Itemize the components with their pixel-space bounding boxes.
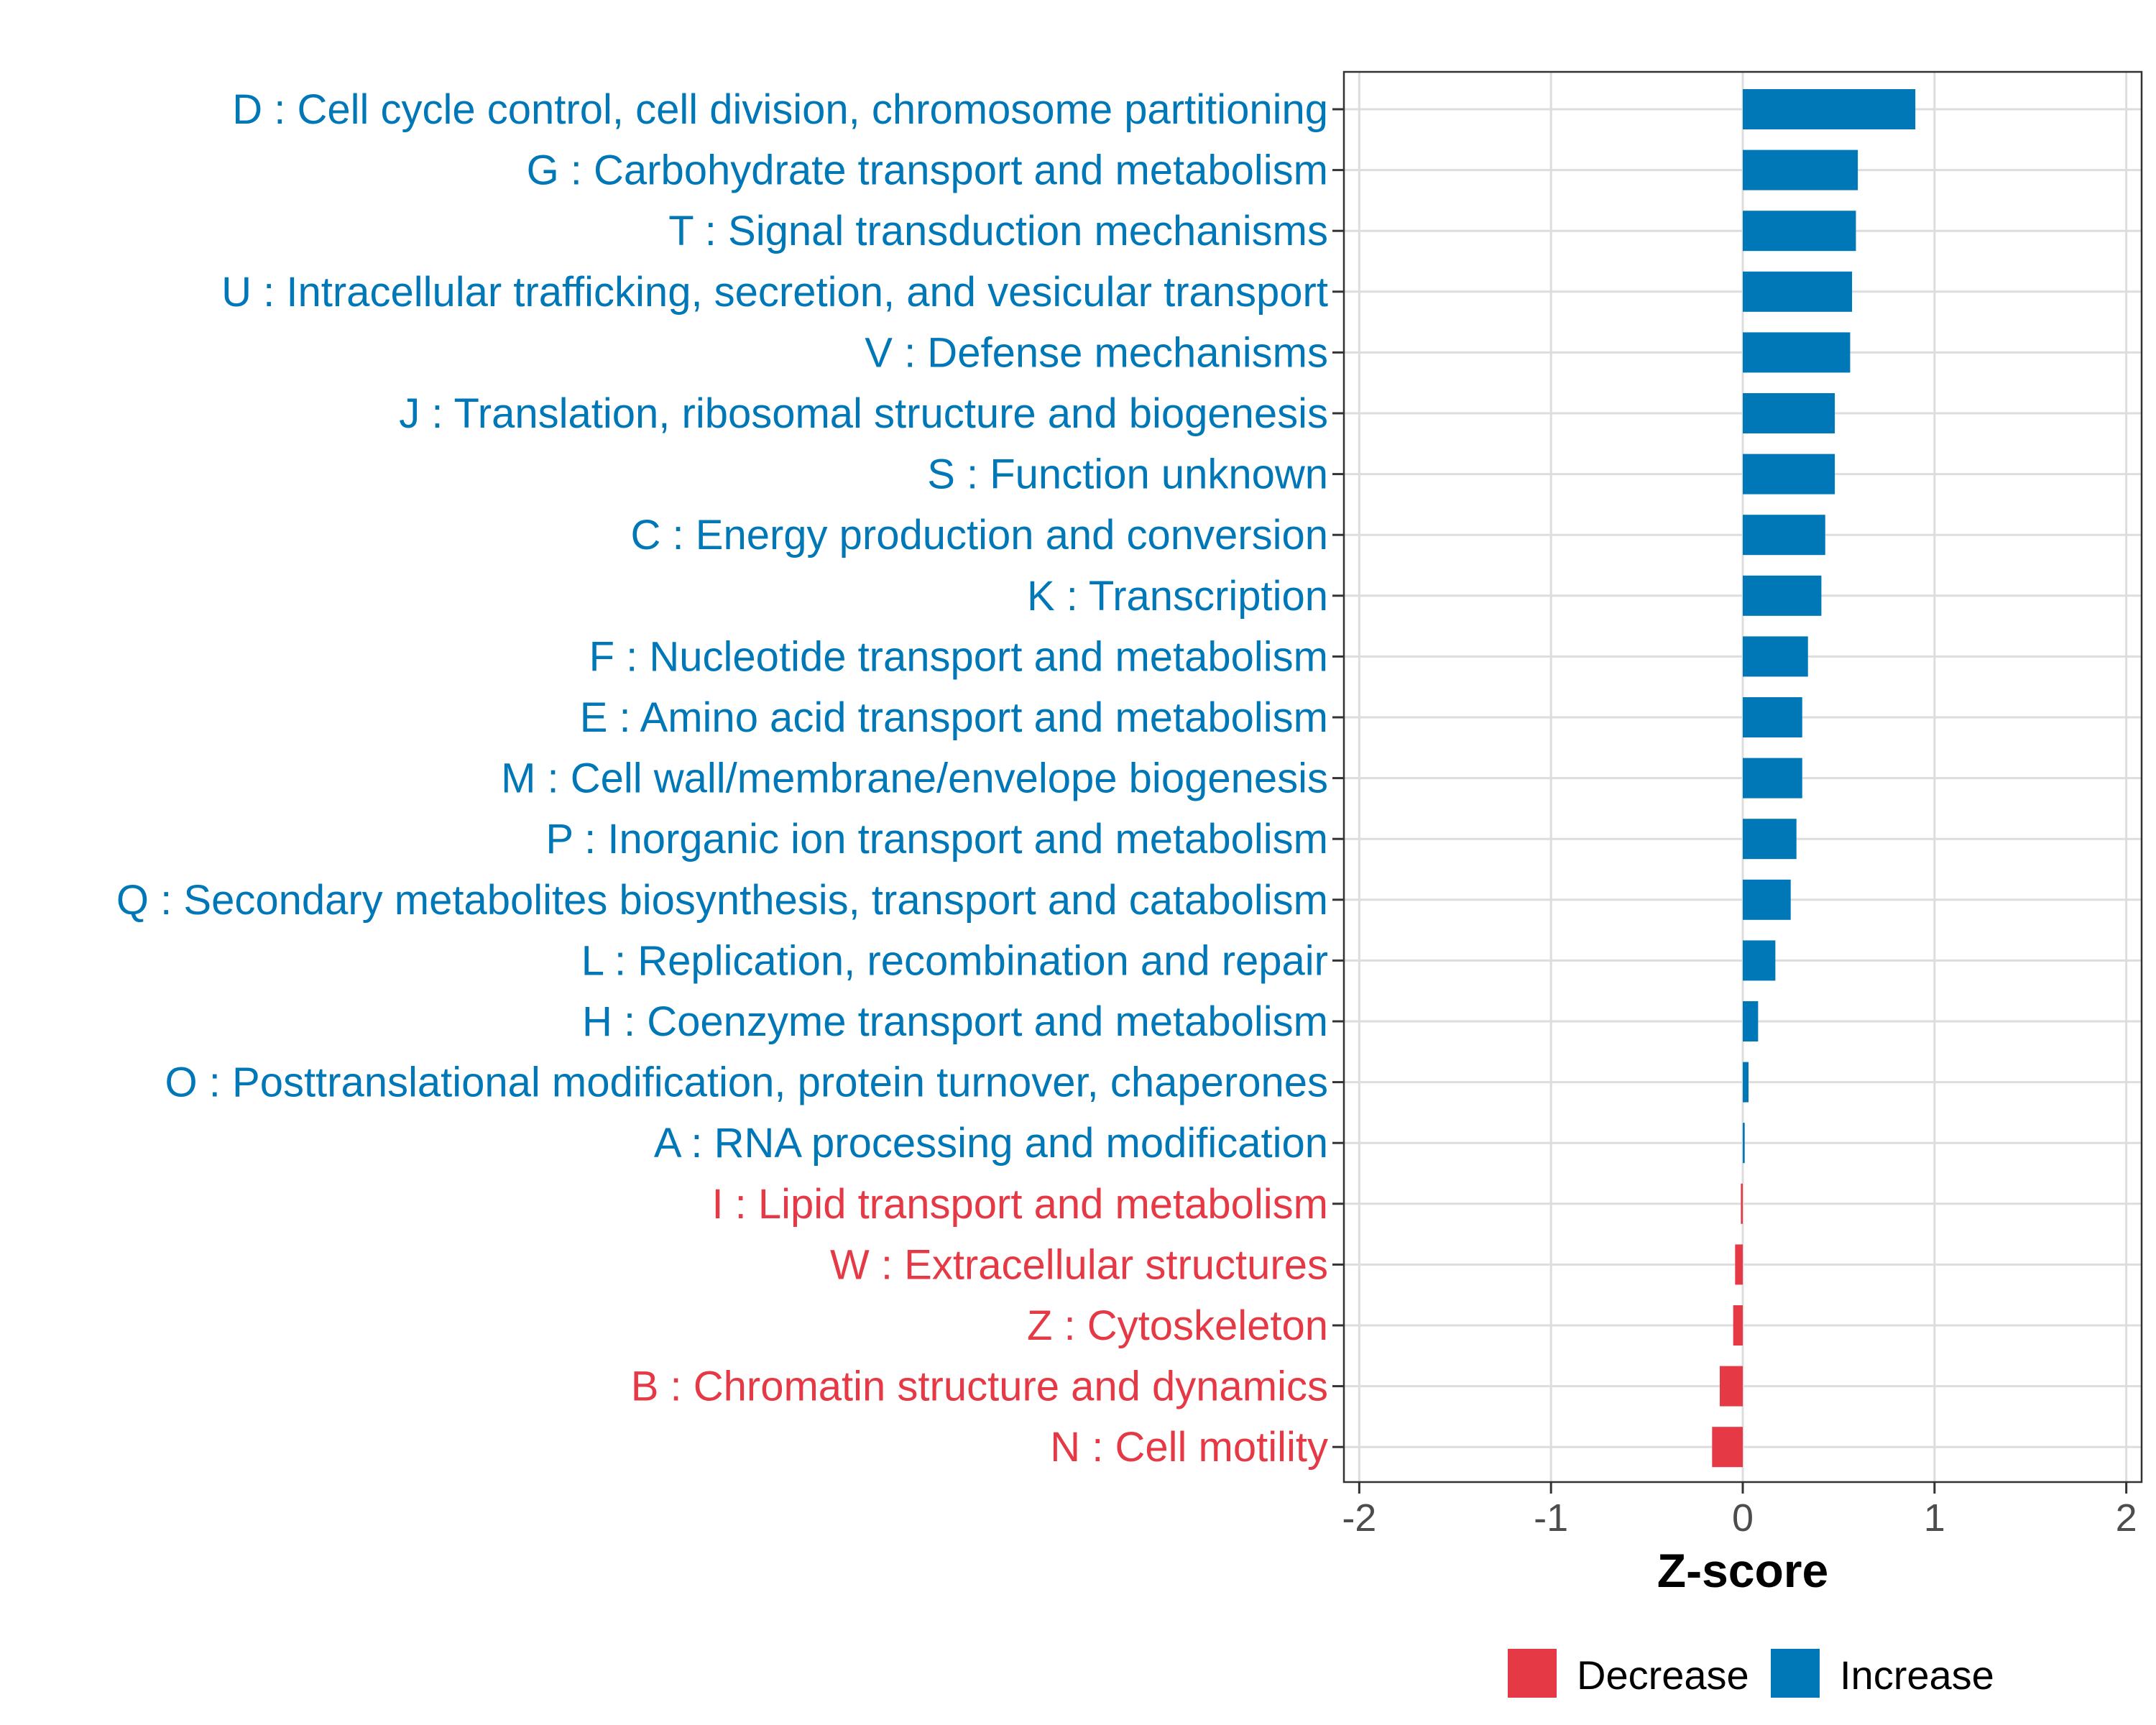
bar xyxy=(1743,636,1808,677)
legend: Decrease Increase xyxy=(1508,1649,1994,1698)
x-axis-labels: -2 -1 0 1 2 xyxy=(1342,1496,2137,1540)
bar xyxy=(1735,1244,1743,1285)
category-label: H : Coenzyme transport and metabolism xyxy=(582,998,1328,1045)
legend-key-increase xyxy=(1771,1649,1820,1698)
y-axis-ticks xyxy=(1332,108,1344,1448)
x-tick-label: 2 xyxy=(2116,1496,2137,1540)
legend-label-decrease: Decrease xyxy=(1577,1652,1749,1698)
bar xyxy=(1743,515,1825,556)
bars xyxy=(1712,89,1916,1468)
bar xyxy=(1743,1123,1745,1164)
category-label: C : Energy production and conversion xyxy=(631,512,1328,558)
category-label: Z : Cytoskeleton xyxy=(1027,1302,1328,1349)
y-axis-labels: D : Cell cycle control, cell division, c… xyxy=(116,86,1328,1471)
category-label: K : Transcription xyxy=(1027,573,1328,620)
category-label: G : Carbohydrate transport and metabolis… xyxy=(527,147,1328,194)
x-axis-ticks xyxy=(1358,1482,2128,1494)
bar xyxy=(1743,454,1835,494)
category-label: E : Amino acid transport and metabolism xyxy=(580,694,1328,741)
category-label: S : Function unknown xyxy=(927,451,1328,498)
bar xyxy=(1743,393,1835,433)
bar xyxy=(1743,575,1822,616)
category-label: N : Cell motility xyxy=(1050,1424,1328,1471)
bar xyxy=(1733,1305,1743,1346)
bar xyxy=(1743,89,1916,129)
x-axis-title: Z-score xyxy=(1657,1544,1828,1597)
category-label: F : Nucleotide transport and metabolism xyxy=(589,633,1328,680)
x-tick-label: -1 xyxy=(1534,1496,1568,1540)
category-label: L : Replication, recombination and repai… xyxy=(581,937,1328,984)
category-label: P : Inorganic ion transport and metaboli… xyxy=(545,816,1328,862)
bar xyxy=(1743,211,1856,252)
category-label: J : Translation, ribosomal structure and… xyxy=(399,390,1328,437)
bar xyxy=(1743,1001,1759,1041)
x-tick-label: 1 xyxy=(1924,1496,1945,1540)
category-label: O : Posttranslational modification, prot… xyxy=(165,1059,1328,1106)
category-label: D : Cell cycle control, cell division, c… xyxy=(232,86,1328,133)
category-label: I : Lipid transport and metabolism xyxy=(711,1181,1328,1228)
bar xyxy=(1743,150,1858,190)
bar xyxy=(1743,271,1853,312)
category-label: M : Cell wall/membrane/envelope biogenes… xyxy=(501,755,1328,802)
bar xyxy=(1743,758,1802,799)
bar xyxy=(1743,879,1791,920)
x-tick-label: 0 xyxy=(1732,1496,1754,1540)
bar xyxy=(1743,819,1797,860)
bar xyxy=(1743,697,1802,737)
bar xyxy=(1743,332,1851,373)
category-label: Q : Secondary metabolites biosynthesis, … xyxy=(116,877,1328,924)
category-label: T : Signal transduction mechanisms xyxy=(668,208,1328,254)
bar xyxy=(1712,1427,1743,1468)
category-label: V : Defense mechanisms xyxy=(865,329,1328,376)
category-label: A : RNA processing and modification xyxy=(654,1120,1328,1167)
legend-label-increase: Increase xyxy=(1840,1652,1994,1698)
bar xyxy=(1741,1183,1743,1224)
bar xyxy=(1719,1366,1743,1407)
bar xyxy=(1743,940,1776,981)
legend-key-decrease xyxy=(1508,1649,1557,1698)
bar xyxy=(1743,1062,1749,1103)
category-label: B : Chromatin structure and dynamics xyxy=(631,1363,1328,1410)
category-label: W : Extracellular structures xyxy=(830,1241,1328,1288)
x-tick-label: -2 xyxy=(1342,1496,1376,1540)
category-label: U : Intracellular trafficking, secretion… xyxy=(221,269,1328,316)
